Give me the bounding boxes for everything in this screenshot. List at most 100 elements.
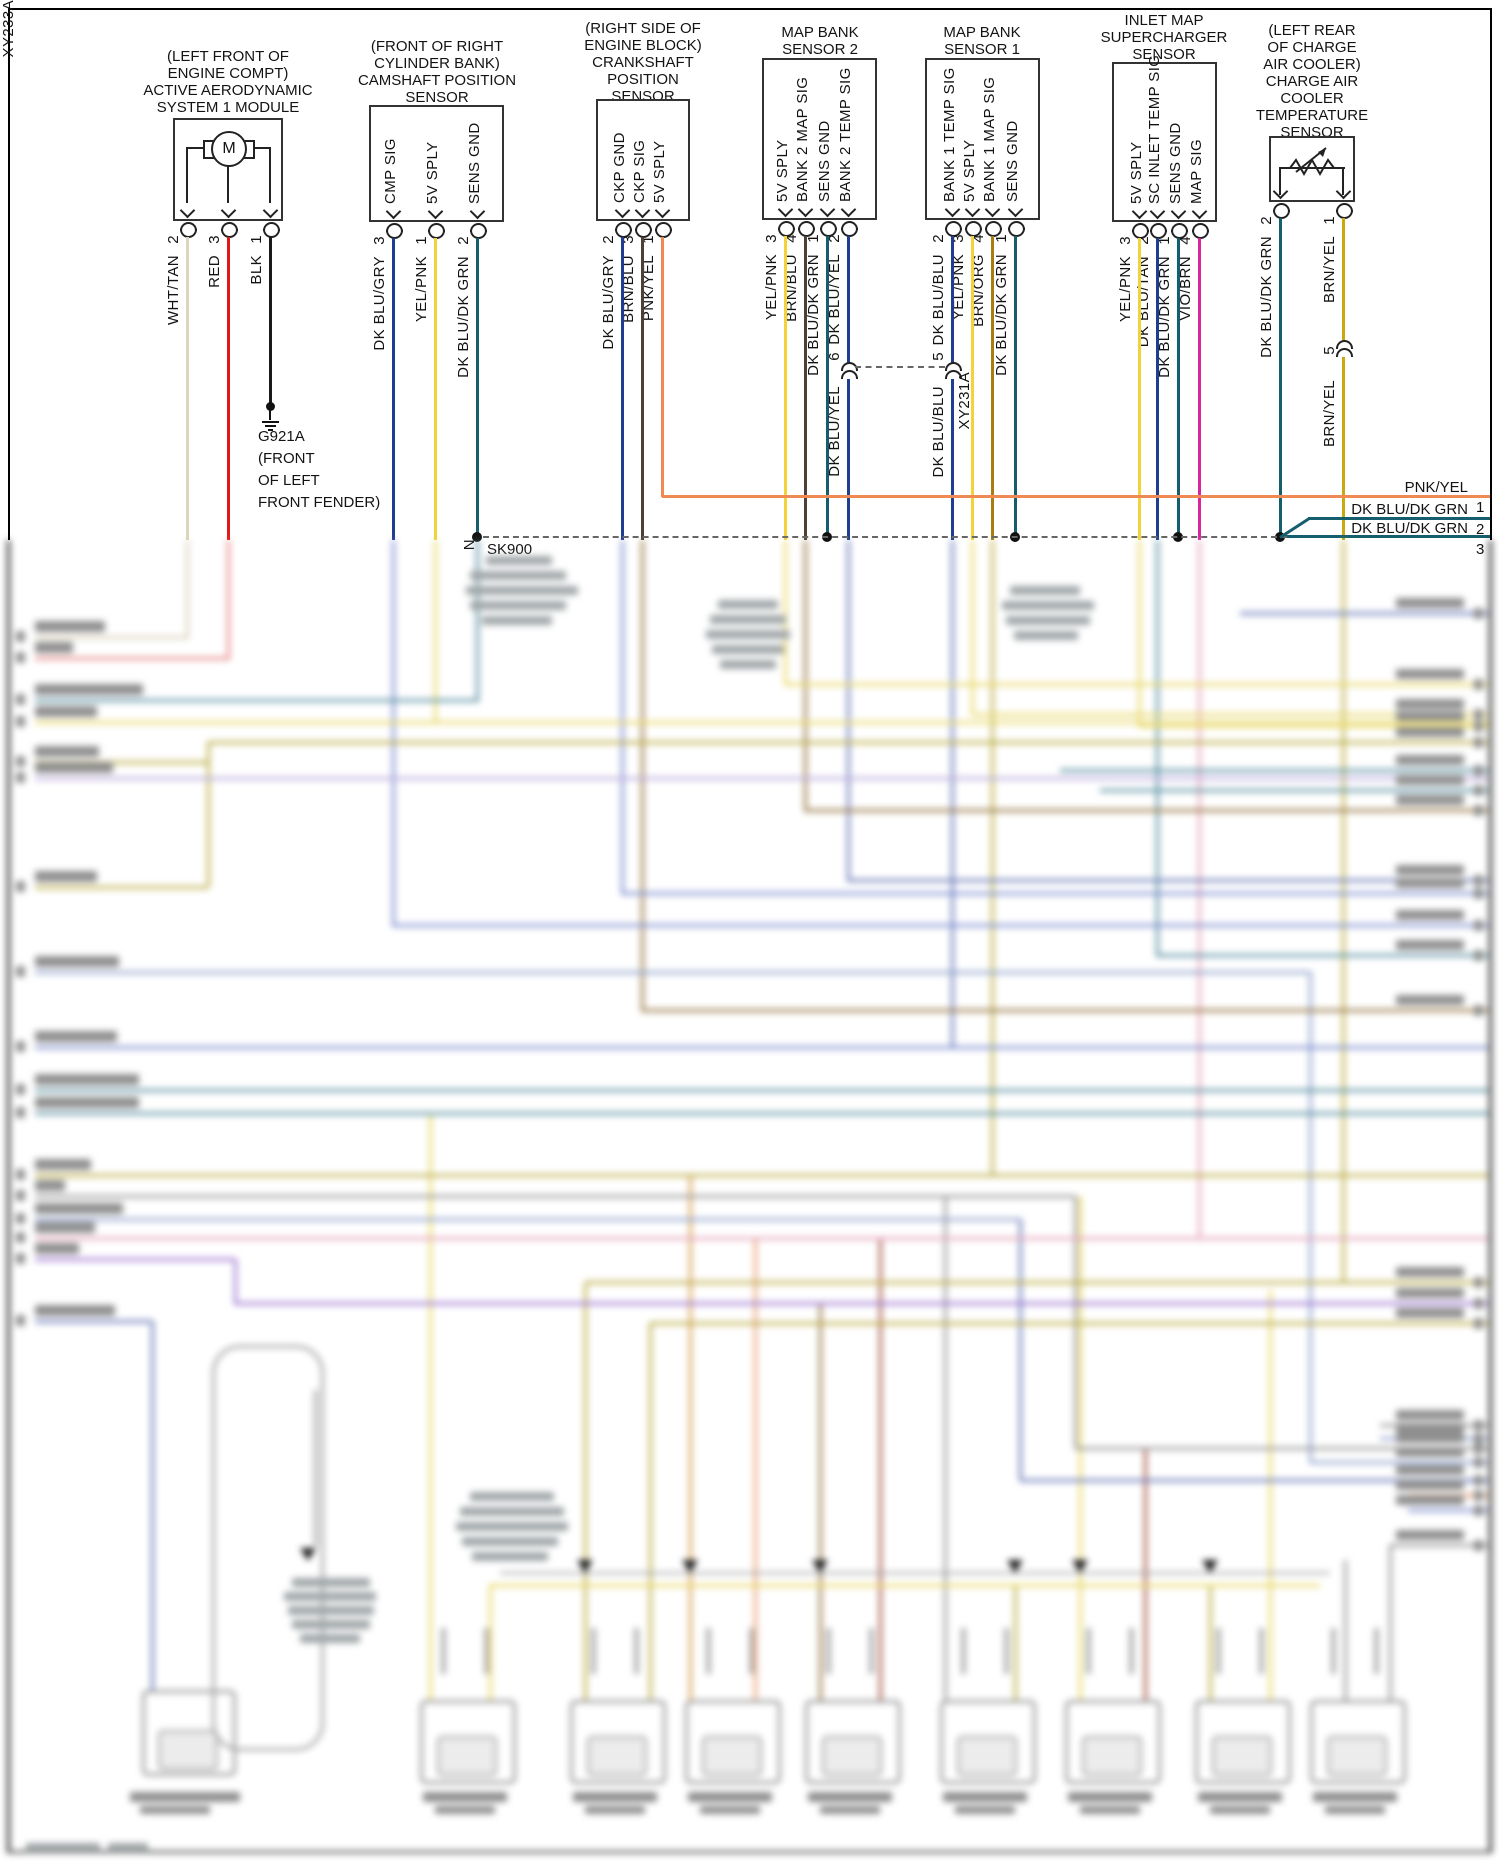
blurred-connector-inner	[822, 1736, 882, 1776]
blurred-wire	[235, 1302, 1488, 1305]
wire-segment	[621, 237, 624, 540]
blurred-wire	[434, 540, 437, 724]
pin-connector-arc	[635, 222, 652, 231]
blurred-pin-number	[1474, 1443, 1483, 1454]
wire-segment	[1177, 238, 1180, 533]
wire-segment	[951, 379, 954, 540]
blurred-connector-box	[570, 1700, 666, 1784]
blurred-connector-box	[805, 1700, 901, 1784]
pin-connector-arc	[1192, 223, 1209, 232]
blurred-label	[35, 706, 97, 717]
blurred-wire	[35, 777, 1488, 780]
blurred-wire	[1157, 954, 1488, 957]
blurred-text-line	[472, 1552, 548, 1561]
blurred-label	[1396, 727, 1464, 737]
blurred-pin-number	[1474, 920, 1483, 931]
wire-segment	[804, 236, 807, 540]
blurred-label	[1396, 1530, 1464, 1540]
wire-segment	[1279, 218, 1282, 533]
blurred-arrow-marker	[812, 1560, 828, 1573]
blurred-connector-box	[1065, 1700, 1161, 1784]
blurred-label	[35, 1203, 123, 1214]
inline-connector-icon	[841, 370, 858, 379]
blurred-wire	[879, 1240, 882, 1702]
blurred-text-line	[706, 630, 790, 639]
wire-segment	[826, 236, 829, 533]
blurred-pin-number	[16, 1107, 25, 1118]
blurred-label	[1396, 755, 1464, 765]
motor-icon: M	[211, 131, 247, 167]
wire-segment	[1014, 236, 1017, 533]
wire-segment	[971, 236, 974, 540]
ground-symbol	[266, 402, 275, 411]
blurred-text-line	[292, 1620, 370, 1629]
blurred-label	[35, 871, 97, 882]
wire-segment	[662, 495, 1490, 498]
aero-module-title: SYSTEM 1 MODULE	[156, 99, 300, 116]
blurred-wire	[490, 1584, 1320, 1587]
blurred-harness-loop	[212, 1345, 324, 1751]
blurred-wire	[971, 540, 974, 716]
blurred-wire	[35, 1237, 1488, 1240]
map-bank-sensor-2-box	[762, 58, 877, 220]
blurred-wire	[689, 1177, 692, 1702]
blurred-pin-number	[1474, 888, 1483, 899]
blurred-wire	[186, 540, 189, 639]
blurred-wire	[1309, 972, 1312, 1462]
blurred-wire	[1310, 1461, 1488, 1464]
blurred-pin-tick	[1086, 1628, 1091, 1674]
exit-pnk-yel-label: PNK/YEL	[1404, 479, 1468, 496]
blurred-pin-number	[1474, 875, 1483, 886]
map-bank-sensor-1-box	[925, 58, 1040, 220]
wire-segment	[1198, 238, 1201, 540]
blurred-label	[1396, 910, 1464, 920]
blurred-text-line	[108, 1843, 148, 1852]
blurred-pin-number	[16, 1084, 25, 1095]
blurred-label	[1396, 1288, 1464, 1298]
blurred-pin-tick	[1374, 1628, 1379, 1674]
crankshaft-sensor-title: CRANKSHAFT	[592, 54, 694, 71]
blurred-connector-inner	[702, 1736, 762, 1776]
blurred-label	[1313, 1792, 1397, 1802]
blurred-wire	[35, 721, 1488, 724]
wire-segment	[1308, 517, 1490, 520]
charge-air-cooler-temp-sensor-title: COOLER	[1280, 90, 1344, 107]
blurred-wire	[35, 699, 477, 702]
pin-connector-arc	[1273, 203, 1290, 212]
blurred-wire	[649, 1323, 652, 1702]
blurred-label	[943, 1792, 1027, 1802]
page-border-left	[8, 8, 10, 540]
blurred-text-line	[1010, 586, 1080, 595]
blurred-wire	[393, 924, 1488, 927]
blurred-pin-number	[1474, 721, 1483, 732]
wire-segment	[434, 238, 437, 540]
camshaft-sensor-box	[369, 105, 504, 222]
camshaft-sensor-title: CAMSHAFT POSITION	[357, 72, 517, 89]
wire-segment	[186, 237, 189, 540]
blurred-connector-inner	[1327, 1736, 1387, 1776]
crankshaft-sensor-title: ENGINE BLOCK)	[584, 37, 702, 54]
blurred-label	[35, 1305, 115, 1316]
blurred-label	[700, 1806, 760, 1814]
motor-wire-v	[186, 147, 188, 203]
blurred-text-line	[300, 1634, 360, 1643]
blurred-wire	[1014, 1584, 1017, 1702]
blurred-pin-tick	[1004, 1628, 1009, 1674]
blurred-wire	[35, 1089, 1488, 1092]
wire-segment	[784, 236, 787, 540]
blurred-connector-box	[1195, 1700, 1291, 1784]
blurred-wire	[848, 879, 1488, 882]
blurred-wire	[1020, 1479, 1488, 1482]
blurred-text-line	[456, 1522, 568, 1531]
ground-label-line1: G921A	[258, 428, 305, 445]
blurred-label	[1396, 598, 1464, 608]
wire-segment	[476, 238, 479, 533]
blurred-label	[1396, 699, 1464, 709]
pin-connector-arc	[965, 221, 982, 230]
blurred-text-line	[1014, 631, 1078, 640]
camshaft-sensor-title: (FRONT OF RIGHT	[370, 38, 504, 55]
blurred-wire	[819, 1305, 822, 1702]
pin-connector-arc	[1336, 203, 1353, 212]
inline-connector-icon	[945, 362, 962, 371]
